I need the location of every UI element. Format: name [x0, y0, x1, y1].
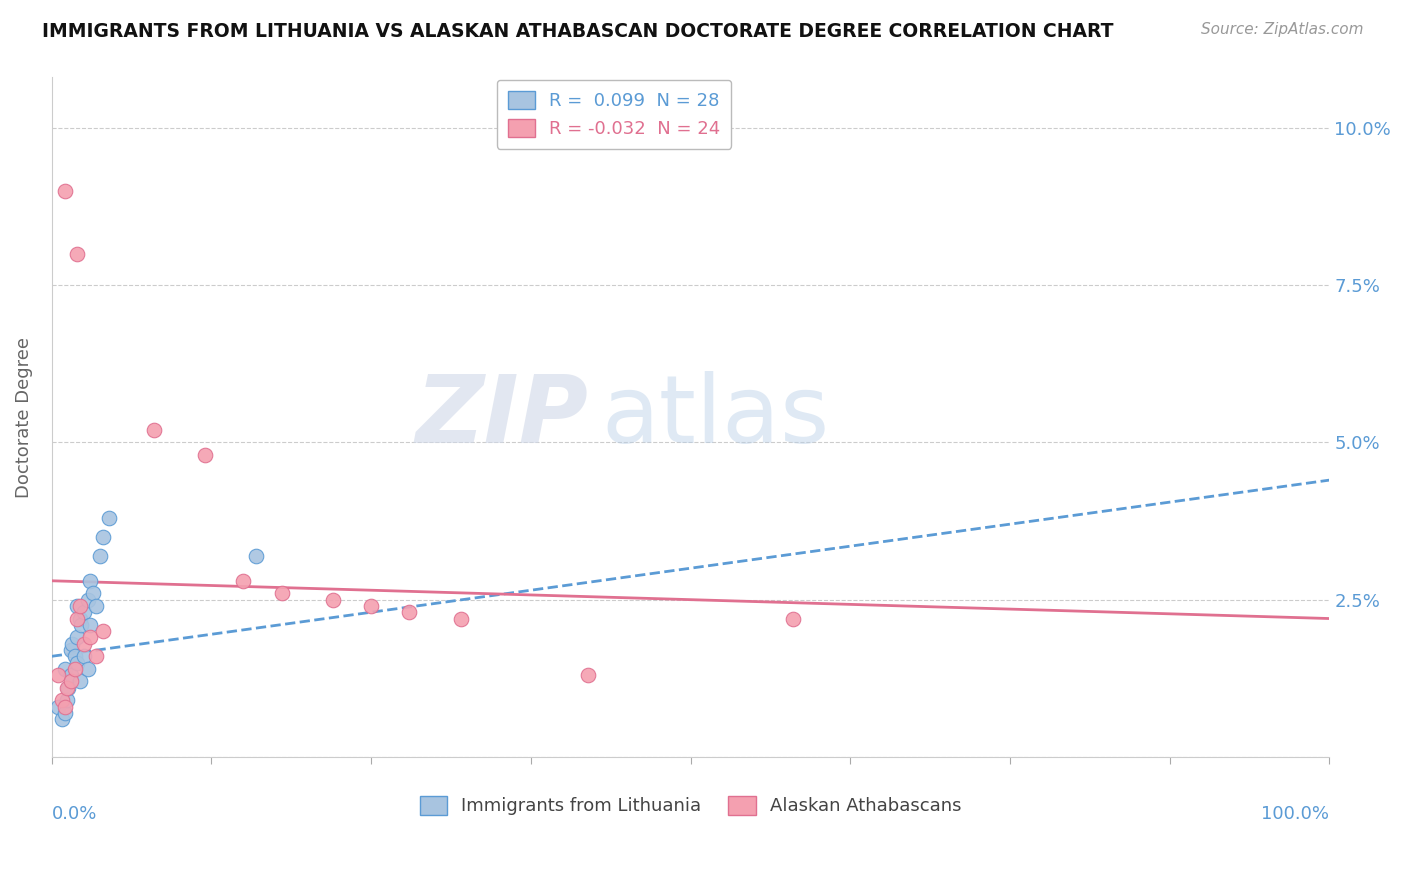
Point	[66, 246, 89, 260]
Text: Source: ZipAtlas.com: Source: ZipAtlas.com	[1201, 22, 1364, 37]
Point	[782, 611, 804, 625]
Point	[59, 668, 82, 682]
Text: 100.0%: 100.0%	[1261, 805, 1330, 822]
Point	[56, 693, 79, 707]
Point	[73, 649, 96, 664]
Point	[69, 674, 91, 689]
Point	[143, 423, 166, 437]
Legend: Immigrants from Lithuania, Alaskan Athabascans: Immigrants from Lithuania, Alaskan Athab…	[412, 789, 969, 822]
Point	[73, 605, 96, 619]
Point	[76, 592, 98, 607]
Point	[450, 611, 472, 625]
Point	[53, 662, 76, 676]
Point	[53, 699, 76, 714]
Point	[73, 637, 96, 651]
Text: IMMIGRANTS FROM LITHUANIA VS ALASKAN ATHABASCAN DOCTORATE DEGREE CORRELATION CHA: IMMIGRANTS FROM LITHUANIA VS ALASKAN ATH…	[42, 22, 1114, 41]
Point	[58, 681, 80, 695]
Point	[69, 611, 91, 625]
Point	[194, 448, 217, 462]
Point	[79, 631, 101, 645]
Point	[576, 668, 599, 682]
Point	[63, 649, 86, 664]
Point	[53, 706, 76, 720]
Point	[60, 637, 83, 651]
Point	[63, 662, 86, 676]
Point	[79, 617, 101, 632]
Point	[76, 662, 98, 676]
Point	[46, 668, 69, 682]
Y-axis label: Doctorate Degree: Doctorate Degree	[15, 336, 32, 498]
Point	[51, 693, 73, 707]
Point	[270, 586, 292, 600]
Point	[322, 592, 344, 607]
Point	[89, 549, 111, 563]
Point	[46, 699, 69, 714]
Point	[59, 674, 82, 689]
Point	[66, 656, 89, 670]
Point	[98, 511, 121, 525]
Text: atlas: atlas	[602, 371, 830, 463]
Text: 0.0%: 0.0%	[52, 805, 97, 822]
Point	[86, 599, 108, 613]
Point	[82, 586, 104, 600]
Point	[245, 549, 267, 563]
Point	[56, 681, 79, 695]
Point	[232, 574, 254, 588]
Point	[70, 617, 93, 632]
Point	[86, 649, 108, 664]
Point	[360, 599, 382, 613]
Point	[59, 643, 82, 657]
Point	[53, 184, 76, 198]
Point	[66, 599, 89, 613]
Point	[79, 574, 101, 588]
Point	[51, 712, 73, 726]
Point	[66, 631, 89, 645]
Point	[91, 530, 114, 544]
Point	[69, 599, 91, 613]
Point	[91, 624, 114, 639]
Point	[398, 605, 420, 619]
Text: ZIP: ZIP	[416, 371, 588, 463]
Point	[66, 611, 89, 625]
